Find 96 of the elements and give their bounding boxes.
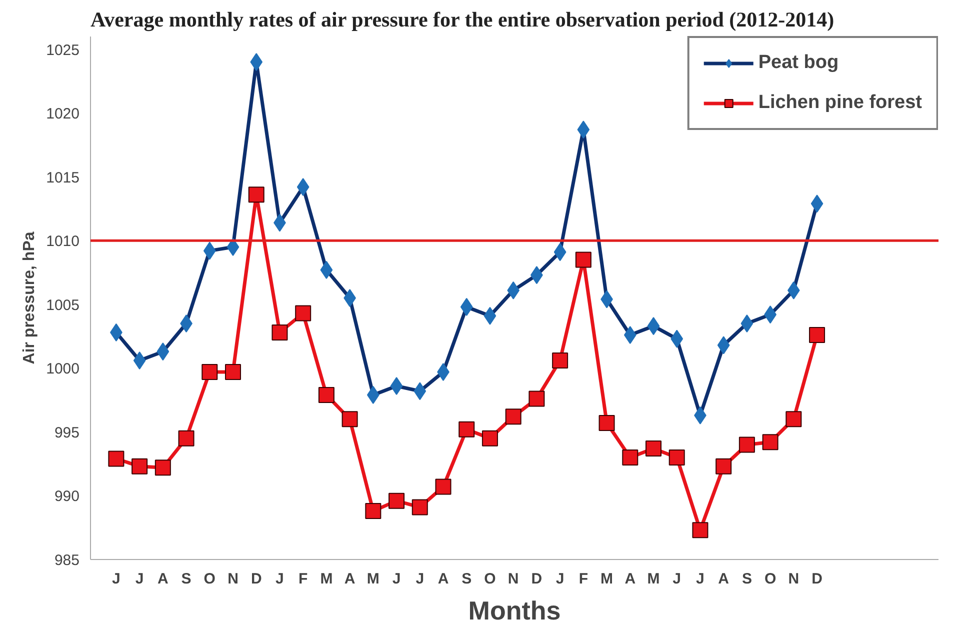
point xyxy=(202,364,218,380)
point xyxy=(482,430,498,446)
x-tick-label: A xyxy=(718,570,730,588)
y-tick-label: 990 xyxy=(54,488,80,506)
point xyxy=(598,415,615,432)
point xyxy=(692,522,708,538)
point xyxy=(624,326,636,344)
x-tick-label: M xyxy=(366,570,380,588)
y-tick-label: 995 xyxy=(54,424,80,442)
x-tick-label: D xyxy=(812,570,823,588)
chart-title: Average monthly rates of air pressure for the entire observation period (2012-2014) xyxy=(90,8,834,32)
x-tick-label: D xyxy=(250,570,262,588)
x-tick-label: J xyxy=(135,570,144,588)
point xyxy=(226,238,240,256)
x-tick-label: J xyxy=(556,570,564,588)
x-tick-label: S xyxy=(742,570,752,588)
point xyxy=(575,252,592,268)
point xyxy=(762,434,778,450)
point xyxy=(203,242,216,260)
x-tick-label: O xyxy=(204,570,216,588)
x-tick-label: A xyxy=(158,570,168,588)
y-tick-label: 1015 xyxy=(46,169,80,186)
x-tick-label: J xyxy=(112,570,120,588)
point xyxy=(272,324,288,340)
point xyxy=(412,499,428,516)
x-tick-label: O xyxy=(764,570,776,588)
point xyxy=(414,382,426,400)
point xyxy=(390,377,403,396)
y-tick-label: 1005 xyxy=(46,296,80,314)
point xyxy=(622,449,638,466)
point xyxy=(787,281,800,300)
point xyxy=(225,364,241,380)
point xyxy=(133,352,146,370)
point xyxy=(342,411,358,428)
x-tick-label: O xyxy=(484,570,496,588)
point xyxy=(552,352,568,369)
y-tick-label: 1025 xyxy=(46,42,80,59)
x-tick-label: J xyxy=(392,570,401,588)
point xyxy=(505,408,522,425)
x-tick-label: N xyxy=(228,570,238,588)
point xyxy=(132,458,148,474)
point xyxy=(318,386,334,403)
y-tick-label: 1010 xyxy=(46,233,80,250)
point xyxy=(435,478,452,495)
x-tick-label: N xyxy=(788,570,800,588)
point xyxy=(484,306,496,325)
point xyxy=(670,330,684,348)
point xyxy=(668,449,685,466)
x-tick-label: M xyxy=(320,570,333,588)
x-tick-label: F xyxy=(298,570,308,588)
x-tick-label: A xyxy=(438,570,449,588)
point xyxy=(740,314,754,333)
point xyxy=(320,260,333,279)
point xyxy=(365,503,382,520)
x-tick-label: A xyxy=(624,570,636,588)
x-tick-label: S xyxy=(462,570,472,588)
point xyxy=(178,430,194,446)
x-tick-label: J xyxy=(696,570,704,588)
point xyxy=(108,450,124,467)
x-tick-label: M xyxy=(647,570,660,588)
point xyxy=(810,194,824,213)
point xyxy=(809,326,826,343)
x-tick-label: A xyxy=(344,570,356,588)
point xyxy=(458,421,475,438)
y-axis-title: Air pressure, hPa xyxy=(21,232,38,364)
x-tick-label: D xyxy=(531,570,542,588)
legend-label: Lichen pine forest xyxy=(758,92,922,114)
point xyxy=(295,305,312,322)
x-tick-label: J xyxy=(672,570,682,588)
y-tick-label: 1000 xyxy=(46,360,80,378)
y-tick-label: 1020 xyxy=(46,106,80,123)
x-axis-title: Months xyxy=(468,596,561,626)
point xyxy=(296,178,310,196)
legend-label: Peat bog xyxy=(758,52,839,74)
point xyxy=(250,53,263,72)
point xyxy=(738,436,755,453)
x-tick-label: F xyxy=(578,570,588,588)
x-tick-label: J xyxy=(276,570,284,588)
x-tick-label: M xyxy=(600,570,614,588)
point xyxy=(577,120,590,139)
y-tick-label: 985 xyxy=(54,552,80,569)
x-tick-label: J xyxy=(416,570,424,588)
point xyxy=(460,298,473,316)
point xyxy=(647,317,660,336)
point xyxy=(717,336,730,354)
point xyxy=(716,458,732,474)
point xyxy=(248,186,264,203)
x-tick-label: N xyxy=(508,570,519,588)
point xyxy=(528,390,545,407)
point xyxy=(645,440,662,457)
point xyxy=(786,411,802,428)
point xyxy=(388,492,405,509)
point xyxy=(554,243,566,262)
x-tick-label: S xyxy=(181,570,192,588)
point xyxy=(156,342,170,361)
point xyxy=(154,460,171,476)
